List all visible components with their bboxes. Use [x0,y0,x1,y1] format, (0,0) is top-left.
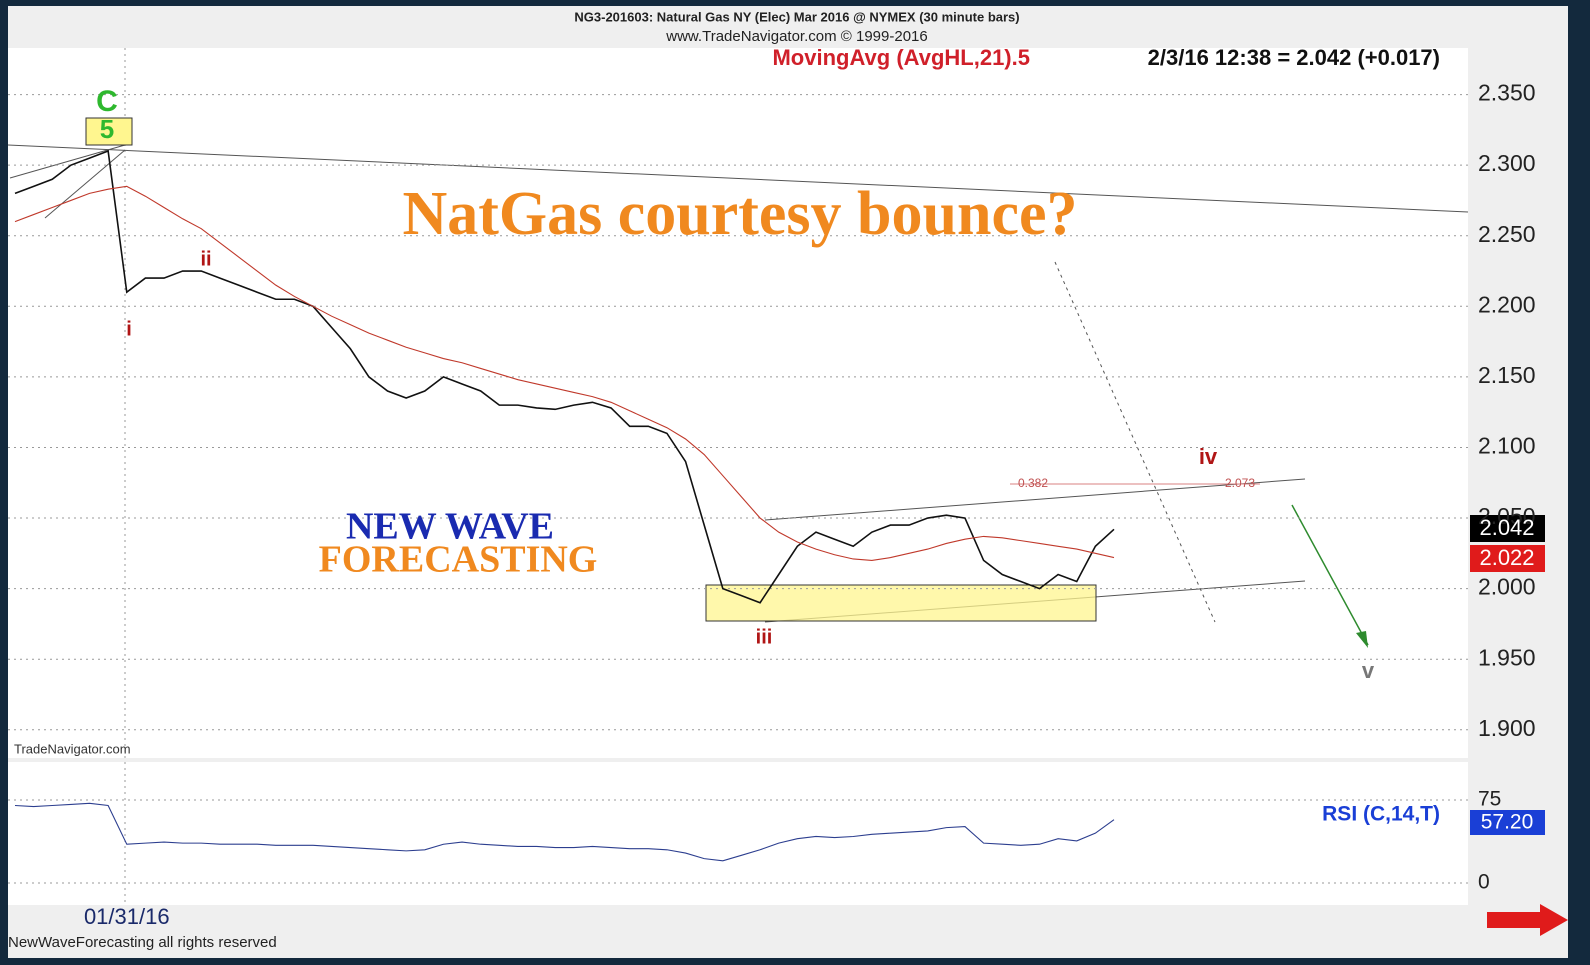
dotted-line [1054,261,1216,623]
annotation: NewWaveForecasting all rights reserved [8,934,277,951]
y-tick-label: 2.300 [1478,150,1536,176]
arrow [1291,504,1369,646]
annotation: 2.042 [1479,515,1534,540]
y-tick-label: 2.200 [1478,291,1536,317]
annotation: 5 [100,114,114,144]
price-box [1470,515,1545,542]
annotation: v [1362,658,1375,683]
legend-entry: MovingAvg (AvgHL,21).5 [772,45,1030,70]
y-tick-label: 2.150 [1478,362,1536,388]
series-line [14,802,1115,862]
trendline [7,144,1469,213]
annotation: i [126,318,132,340]
title: NG3-201603: Natural Gas NY (Elec) Mar 20… [574,9,1019,24]
y-tick-label: 2.250 [1478,221,1536,247]
y-tick-label: 2.350 [1478,80,1536,106]
y-tick-label: 0 [1478,871,1490,894]
nav-arrow[interactable] [1487,904,1568,936]
annotation: iii [756,626,773,648]
x-tick-label: 01/31/16 [84,904,170,929]
annotation: 2.073 [1225,476,1255,490]
support-box [705,584,1097,622]
annotation: C [96,85,118,118]
price-panel [8,48,1468,758]
annotation: TradeNavigator.com [14,741,131,756]
label-box [85,117,133,146]
channel [764,478,1306,521]
trendline [9,144,126,179]
y-tick-label: 2.000 [1478,574,1536,600]
y-tick-label: 2.050 [1478,503,1536,529]
subtitle: www.TradeNavigator.com © 1999-2016 [665,28,927,45]
y-tick-label: 75 [1478,788,1501,811]
rsi-box [1470,810,1545,835]
rsi-title: RSI (C,14,T) [1322,803,1440,826]
annotation: 2/3/16 12:38 = 2.042 (+0.017) [1148,45,1440,70]
y-tick-label: 1.900 [1478,715,1536,741]
series-line [14,185,1115,561]
y-tick-label: 2.100 [1478,433,1536,459]
annotation: ii [200,248,211,270]
rsi-value: 57.20 [1481,811,1534,834]
arrowhead [1356,631,1368,648]
trendline [44,149,126,219]
series-line [14,149,1115,604]
rsi-panel [8,762,1468,905]
annotation: 2.022 [1479,545,1534,570]
annotation: NatGas courtesy bounce? [402,180,1077,248]
annotation: NEW WAVE [346,506,554,548]
annotation: iv [1199,444,1218,469]
y-tick-label: 1.950 [1478,644,1536,670]
annotation: FORECASTING [319,539,598,581]
ma-box [1470,545,1545,572]
annotation: 0.382 [1018,476,1048,490]
